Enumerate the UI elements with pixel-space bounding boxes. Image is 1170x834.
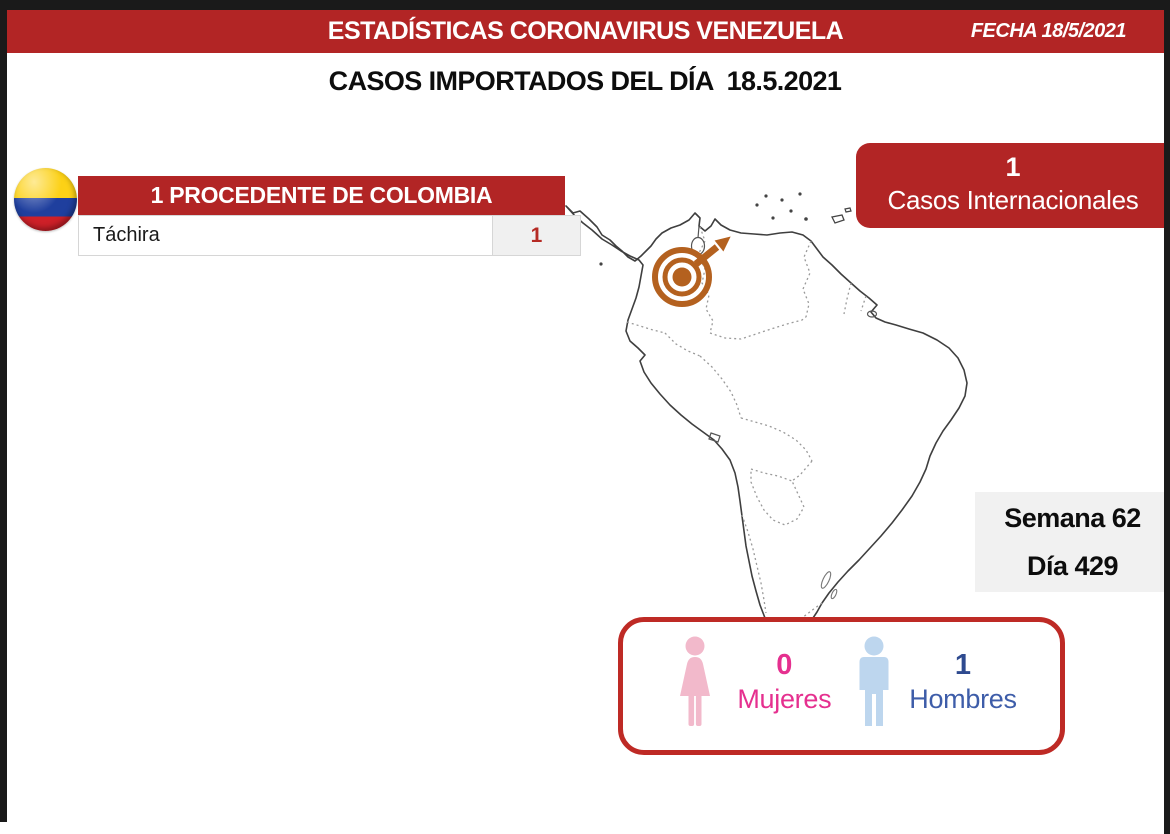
window-edge-right: [1164, 0, 1170, 834]
period-box: Semana 62 Día 429: [975, 492, 1170, 592]
continent-outline: [565, 205, 968, 645]
target-arrow-marker-icon: [652, 236, 731, 307]
window-edge-top: [0, 0, 1170, 10]
state-cases-cell: 1: [493, 215, 581, 256]
day-label: Día 429: [1026, 551, 1119, 581]
internal-borders: [626, 226, 867, 619]
female-count: 0: [776, 649, 793, 681]
female-stat: 0 Mujeres: [729, 648, 839, 716]
south-america-map: [560, 186, 975, 645]
international-cases-box: 1 Casos Internacionales: [856, 143, 1170, 228]
international-cases-label: Casos Internacionales: [887, 185, 1139, 215]
state-cell: Táchira: [78, 215, 493, 256]
male-pictogram-icon: [859, 636, 889, 726]
female-label: Mujeres: [737, 684, 832, 714]
header-title: ESTADÍSTICAS CORONAVIRUS VENEZUELA: [327, 17, 844, 45]
lakes-and-islands: [599, 192, 878, 600]
header-date: FECHA 18/5/2021: [970, 20, 1127, 42]
male-count: 1: [954, 649, 972, 681]
window-edge-left: [0, 0, 7, 822]
male-stat: 1 Hombres: [908, 648, 1018, 716]
header-banner: ESTADÍSTICAS CORONAVIRUS VENEZUELA FECHA…: [7, 10, 1164, 53]
page-title: CASOS IMPORTADOS DEL DÍA 18.5.2021: [328, 66, 842, 96]
female-pictogram-icon: [680, 636, 710, 726]
international-cases-value: 1: [1005, 152, 1021, 182]
origin-banner: 1 PROCEDENTE DE COLOMBIA: [78, 176, 565, 215]
colombia-flag-icon: [14, 168, 77, 231]
male-label: Hombres: [909, 684, 1017, 714]
gender-summary-box: 0 Mujeres 1 Hombres: [618, 617, 1065, 755]
week-label: Semana 62: [1004, 503, 1141, 533]
origin-table: Táchira 1: [78, 215, 581, 256]
